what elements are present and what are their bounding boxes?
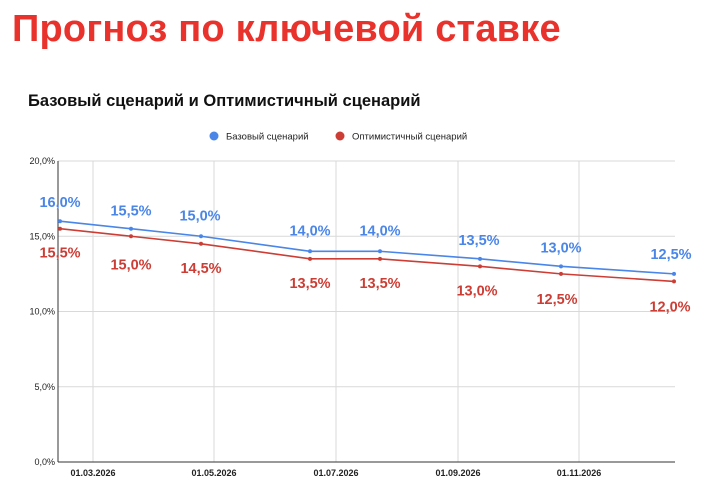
data-point [308, 256, 312, 261]
y-tick-label: 10,0% [29, 307, 55, 317]
data-point [672, 271, 676, 276]
y-tick-label: 5,0% [34, 382, 55, 392]
data-label: 12,5% [536, 292, 577, 308]
series-line [59, 227, 675, 283]
series [58, 219, 676, 284]
data-label: 15,0% [110, 257, 151, 273]
legend-label: Базовый сценарий [226, 132, 309, 143]
data-point [58, 219, 62, 224]
data-label: 15,5% [110, 204, 151, 220]
data-point [199, 234, 203, 239]
y-tick-label: 0,0% [34, 457, 55, 467]
chart-title: Базовый сценарий и Оптимистичный сценари… [28, 92, 421, 110]
x-tick-label: 01.03.2026 [70, 468, 115, 478]
series-line [59, 220, 675, 275]
data-label: 13,5% [359, 276, 400, 292]
legend: Базовый сценарий Оптимистичный сценарий [209, 131, 467, 143]
y-tick-label: 20,0% [29, 156, 55, 166]
x-tick-label: 01.07.2026 [313, 468, 358, 478]
legend-marker [209, 131, 219, 141]
legend-label: Оптимистичный сценарий [352, 132, 467, 143]
data-label: 15,5% [39, 246, 80, 262]
data-point [378, 256, 382, 261]
data-label: 13,5% [458, 233, 499, 249]
data-label: 13,5% [289, 276, 330, 292]
data-point [378, 249, 382, 254]
data-point [199, 241, 203, 246]
data-label: 13,0% [456, 283, 497, 299]
data-label: 16,0% [39, 195, 80, 211]
data-label: 12,0% [649, 299, 690, 315]
data-point [559, 271, 563, 276]
legend-marker [335, 131, 345, 141]
data-label: 14,0% [289, 223, 330, 239]
data-point [58, 226, 62, 231]
data-point [129, 226, 133, 231]
data-point [672, 279, 676, 284]
data-point [308, 249, 312, 254]
data-label: 14,5% [180, 261, 221, 277]
data-label: 15,0% [179, 208, 220, 224]
data-point [559, 264, 563, 269]
data-point [478, 264, 482, 269]
grid-lines [58, 160, 675, 462]
x-tick-label: 01.09.2026 [435, 468, 480, 478]
axes: 0,0% 5,0% 10,0% 15,0% 20,0% 01.03.2026 01.05.2… [29, 156, 675, 478]
data-labels: 16,0% 15,5% 15,0% 14,0% 14,0% 13,5% 13,0% 12,5%… [39, 195, 691, 315]
page-headline: Прогноз по ключевой ставке [12, 8, 561, 50]
data-point [478, 256, 482, 261]
data-point [129, 234, 133, 239]
x-tick-label: 01.11.2026 [557, 468, 602, 478]
data-label: 13,0% [540, 240, 581, 256]
x-tick-label: 01.05.2026 [191, 468, 236, 478]
data-label: 12,5% [650, 247, 691, 263]
data-label: 14,0% [359, 223, 400, 239]
y-tick-label: 15,0% [29, 231, 55, 241]
